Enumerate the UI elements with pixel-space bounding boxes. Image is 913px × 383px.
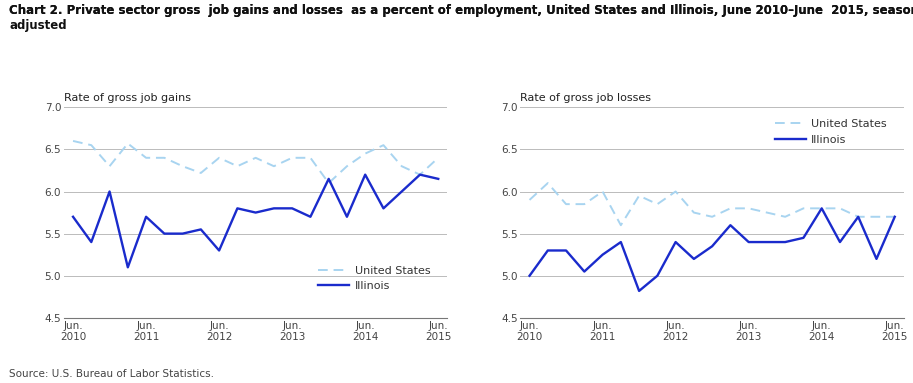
Illinois: [232, 206, 243, 211]
Illinois: [798, 236, 809, 240]
United States: [159, 155, 170, 160]
United States: [871, 214, 882, 219]
Illinois: [86, 240, 97, 244]
United States: [834, 206, 845, 211]
United States: [634, 193, 645, 198]
Illinois: [634, 289, 645, 293]
Illinois: [761, 240, 772, 244]
Illinois: [834, 240, 845, 244]
Illinois: [378, 206, 389, 211]
United States: [889, 214, 900, 219]
Illinois: [396, 189, 407, 194]
United States: [524, 198, 535, 202]
Illinois: [524, 273, 535, 278]
United States: [816, 206, 827, 211]
United States: [396, 164, 407, 169]
Illinois: [725, 223, 736, 228]
Illinois: [341, 214, 352, 219]
United States: [780, 214, 791, 219]
United States: [561, 202, 572, 206]
United States: [104, 164, 115, 169]
Illinois: [597, 252, 608, 257]
Illinois: [250, 210, 261, 215]
United States: [287, 155, 298, 160]
United States: [761, 210, 772, 215]
United States: [542, 181, 553, 185]
United States: [68, 139, 79, 143]
Line: Illinois: Illinois: [73, 175, 438, 267]
Illinois: [68, 214, 79, 219]
Illinois: [287, 206, 298, 211]
Line: United States: United States: [530, 183, 895, 225]
United States: [250, 155, 261, 160]
Illinois: [415, 172, 425, 177]
United States: [214, 155, 225, 160]
Illinois: [707, 244, 718, 249]
Illinois: [268, 206, 279, 211]
United States: [615, 223, 626, 228]
Illinois: [177, 231, 188, 236]
Illinois: [159, 231, 170, 236]
United States: [707, 214, 718, 219]
Illinois: [579, 269, 590, 274]
Illinois: [743, 240, 754, 244]
United States: [141, 155, 152, 160]
Illinois: [615, 240, 626, 244]
Illinois: [104, 189, 115, 194]
Illinois: [688, 257, 699, 261]
Illinois: [652, 273, 663, 278]
United States: [360, 151, 371, 156]
United States: [433, 155, 444, 160]
United States: [86, 143, 97, 147]
Legend: United States, Illinois: United States, Illinois: [318, 266, 430, 291]
United States: [268, 164, 279, 169]
Illinois: [670, 240, 681, 244]
United States: [195, 171, 206, 175]
United States: [323, 181, 334, 185]
Text: Chart 2. Private sector gross  job gains and losses  as a percent of employment,: Chart 2. Private sector gross job gains …: [9, 4, 913, 17]
United States: [232, 164, 243, 169]
Illinois: [871, 257, 882, 261]
Line: Illinois: Illinois: [530, 208, 895, 291]
United States: [798, 206, 809, 211]
United States: [652, 202, 663, 206]
Text: Source: U.S. Bureau of Labor Statistics.: Source: U.S. Bureau of Labor Statistics.: [9, 369, 215, 379]
Illinois: [305, 214, 316, 219]
Illinois: [889, 214, 900, 219]
United States: [688, 210, 699, 215]
Text: Chart 2. Private sector gross  job gains and losses  as a percent of employment,: Chart 2. Private sector gross job gains …: [9, 4, 913, 32]
Illinois: [780, 240, 791, 244]
Illinois: [141, 214, 152, 219]
Illinois: [542, 248, 553, 253]
United States: [305, 155, 316, 160]
United States: [853, 214, 864, 219]
Illinois: [561, 248, 572, 253]
United States: [378, 143, 389, 147]
United States: [579, 202, 590, 206]
United States: [743, 206, 754, 211]
United States: [670, 189, 681, 194]
United States: [177, 164, 188, 169]
Illinois: [214, 248, 225, 253]
Illinois: [122, 265, 133, 270]
Illinois: [323, 177, 334, 181]
United States: [341, 164, 352, 169]
Illinois: [433, 177, 444, 181]
Text: Rate of gross job gains: Rate of gross job gains: [64, 93, 191, 103]
United States: [725, 206, 736, 211]
Text: Rate of gross job losses: Rate of gross job losses: [520, 93, 651, 103]
Line: United States: United States: [73, 141, 438, 183]
United States: [122, 141, 133, 146]
Illinois: [360, 172, 371, 177]
United States: [415, 172, 425, 177]
United States: [597, 189, 608, 194]
Illinois: [816, 206, 827, 211]
Illinois: [853, 214, 864, 219]
Legend: United States, Illinois: United States, Illinois: [774, 119, 887, 145]
Illinois: [195, 227, 206, 232]
